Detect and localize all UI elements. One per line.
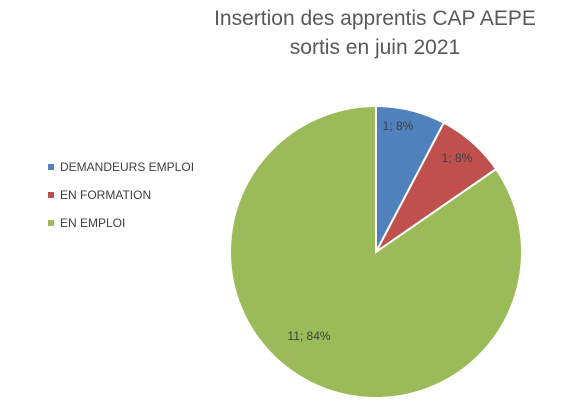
legend-label-demandeurs-emploi: DEMANDEURS EMPLOI [60,160,195,174]
data-label-en-formation: 1; 8% [442,151,473,165]
data-label-en-emploi: 11; 84% [287,329,330,343]
chart-title-line-2: sortis en juin 2021 [289,36,461,59]
legend-item-en-formation: EN FORMATION [48,188,194,202]
data-label-demandeurs-emploi: 1; 8% [383,119,414,133]
pie-slice-en-emploi [229,104,523,399]
legend-swatch-demandeurs-emploi [48,164,54,170]
chart-title-line-1: Insertion des apprentis CAP AEPE [214,7,536,30]
legend-item-en-emploi: EN EMPLOI [48,216,194,230]
legend-label-en-formation: EN FORMATION [60,188,152,202]
chart-title: Insertion des apprentis CAP AEPE sortis … [190,4,560,62]
legend-swatch-en-emploi [48,220,54,226]
legend-swatch-en-formation [48,192,54,198]
legend: DEMANDEURS EMPLOI EN FORMATION EN EMPLOI [48,160,194,244]
legend-label-en-emploi: EN EMPLOI [60,216,126,230]
legend-item-demandeurs-emploi: DEMANDEURS EMPLOI [48,160,194,174]
